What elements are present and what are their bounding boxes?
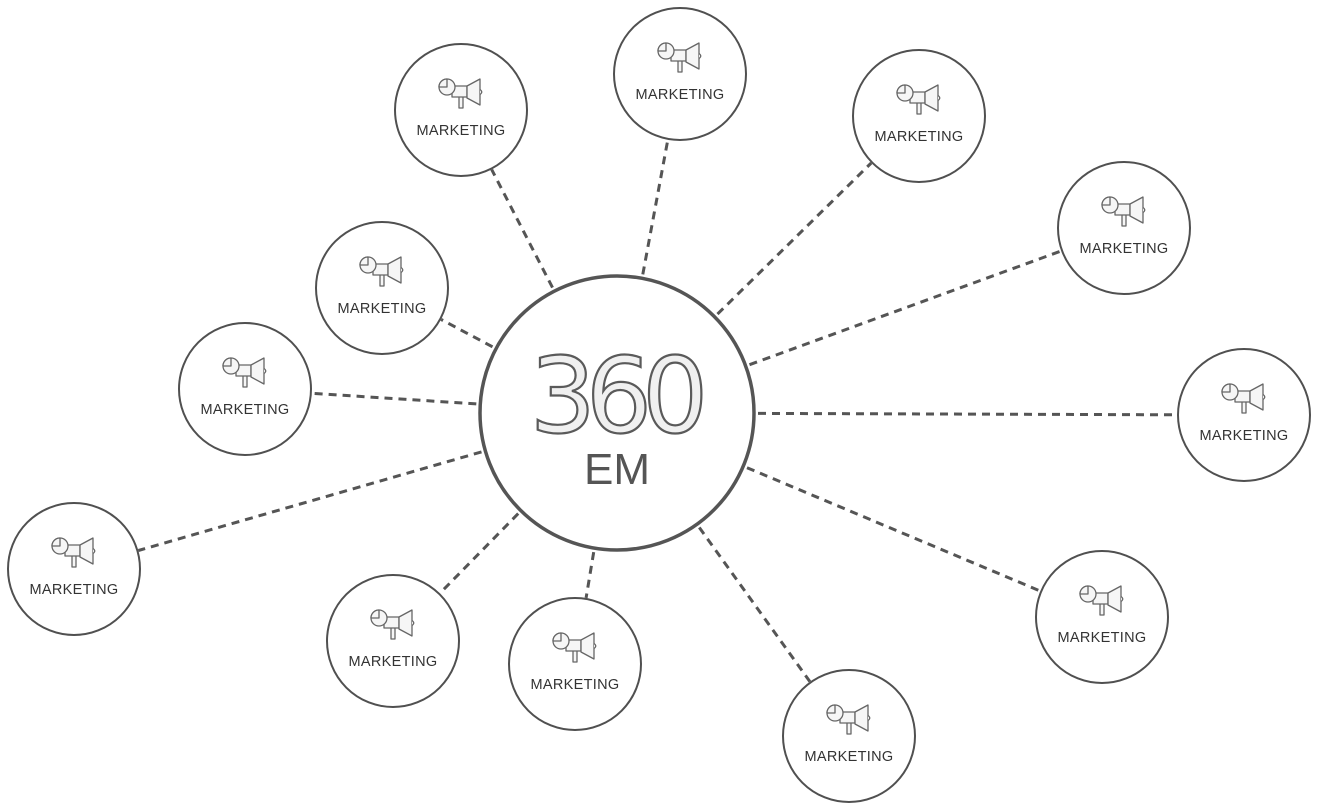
node-circle bbox=[1035, 550, 1169, 684]
marketing-node: MARKETING bbox=[326, 574, 460, 708]
marketing-node: MARKETING bbox=[7, 502, 141, 636]
marketing-node: MARKETING bbox=[178, 322, 312, 456]
node-label: MARKETING bbox=[636, 87, 725, 103]
connector-line bbox=[137, 450, 482, 552]
marketing-node: MARKETING bbox=[394, 43, 528, 177]
node-circle bbox=[852, 49, 986, 183]
node-circle bbox=[394, 43, 528, 177]
megaphone-icon bbox=[552, 632, 597, 663]
connector-line bbox=[698, 526, 812, 683]
node-label: MARKETING bbox=[338, 301, 427, 317]
hub-number: 360 bbox=[530, 335, 702, 457]
marketing-node: MARKETING bbox=[1057, 161, 1191, 295]
node-circle bbox=[1177, 348, 1311, 482]
marketing-node: MARKETING bbox=[508, 597, 642, 731]
connector-line bbox=[746, 466, 1041, 593]
node-circle bbox=[782, 669, 916, 803]
megaphone-icon bbox=[1221, 383, 1266, 414]
node-label: MARKETING bbox=[201, 402, 290, 418]
node-circle bbox=[7, 502, 141, 636]
node-label: MARKETING bbox=[417, 123, 506, 139]
hub-label: EM bbox=[584, 445, 650, 494]
megaphone-icon bbox=[51, 537, 96, 568]
node-circle bbox=[315, 221, 449, 355]
node-circle bbox=[326, 574, 460, 708]
node-circle bbox=[613, 7, 747, 141]
node-circle bbox=[178, 322, 312, 456]
node-label: MARKETING bbox=[875, 129, 964, 145]
hub-node: 360 EM bbox=[478, 274, 756, 552]
connector-line bbox=[716, 161, 873, 316]
marketing-node: MARKETING bbox=[1177, 348, 1311, 482]
node-label: MARKETING bbox=[1080, 241, 1169, 257]
megaphone-icon bbox=[1101, 196, 1146, 227]
marketing-node: MARKETING bbox=[315, 221, 449, 355]
megaphone-icon bbox=[826, 704, 871, 735]
marketing-node: MARKETING bbox=[782, 669, 916, 803]
megaphone-icon bbox=[896, 84, 941, 115]
node-label: MARKETING bbox=[1058, 630, 1147, 646]
node-label: MARKETING bbox=[30, 582, 119, 598]
connector-line bbox=[438, 512, 520, 595]
node-circle bbox=[1057, 161, 1191, 295]
marketing-node: MARKETING bbox=[852, 49, 986, 183]
connectors bbox=[137, 139, 1178, 683]
marketing-node: MARKETING bbox=[1035, 550, 1169, 684]
connector-line bbox=[490, 168, 554, 289]
megaphone-icon bbox=[222, 357, 267, 388]
node-label: MARKETING bbox=[1200, 428, 1289, 444]
connector-line bbox=[641, 139, 670, 275]
megaphone-icon bbox=[1079, 585, 1124, 616]
hub-circle bbox=[478, 274, 756, 552]
connector-line bbox=[757, 411, 1178, 417]
megaphone-icon bbox=[657, 42, 702, 73]
connector-line bbox=[584, 551, 596, 599]
megaphone-icon bbox=[359, 256, 404, 287]
marketing-node: MARKETING bbox=[613, 7, 747, 141]
megaphone-icon bbox=[370, 609, 415, 640]
node-label: MARKETING bbox=[349, 654, 438, 670]
megaphone-icon bbox=[438, 78, 483, 109]
node-label: MARKETING bbox=[531, 677, 620, 693]
node-label: MARKETING bbox=[805, 749, 894, 765]
connector-line bbox=[748, 249, 1062, 367]
connector-line bbox=[440, 318, 494, 349]
connector-line bbox=[311, 391, 477, 406]
spoke-nodes: MARKETING MARKETING MARKETING MARKETING MARK… bbox=[7, 7, 1311, 803]
node-circle bbox=[508, 597, 642, 731]
